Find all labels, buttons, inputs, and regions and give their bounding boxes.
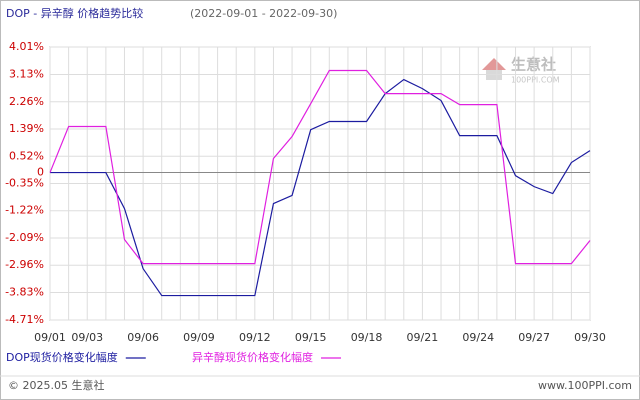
y-tick-label: 0 — [37, 166, 44, 179]
y-tick-label: 2.26% — [9, 95, 44, 108]
x-tick-label: 09/12 — [239, 331, 271, 344]
y-tick-label: -0.35% — [5, 177, 44, 190]
series-line — [50, 78, 591, 297]
x-tick-label: 09/21 — [407, 331, 439, 344]
footer-site: www.100PPI.com — [538, 379, 632, 392]
y-tick-label: -1.22% — [5, 204, 44, 217]
legend-label: 异辛醇现货价格变化幅度 — [192, 350, 313, 364]
y-tick-label: 3.13% — [9, 68, 44, 81]
legend-label: DOP现货价格变化幅度 — [6, 350, 118, 364]
x-tick-label: 09/15 — [295, 331, 327, 344]
watermark-icon — [482, 58, 506, 70]
y-tick-label: 4.01% — [9, 40, 44, 53]
x-tick-label: 09/06 — [127, 331, 159, 344]
series-line — [49, 69, 591, 265]
x-tick-label: 09/01 — [34, 331, 66, 344]
chart-title: DOP - 异辛醇 价格趋势比较 — [6, 6, 143, 20]
watermark-url: 100PPI.COM — [511, 76, 560, 85]
y-tick-label: -2.09% — [5, 231, 44, 244]
x-tick-label: 09/30 — [574, 331, 606, 344]
x-tick-label: 09/09 — [183, 331, 215, 344]
x-tick-label: 09/24 — [462, 331, 494, 344]
y-tick-label: 1.39% — [9, 122, 44, 135]
x-tick-label: 09/27 — [518, 331, 550, 344]
watermark-text: 生意社 — [511, 56, 556, 74]
y-tick-label: 0.52% — [9, 149, 44, 162]
x-tick-label: 09/18 — [351, 331, 383, 344]
chart-subtitle: (2022-09-01 - 2022-09-30) — [190, 7, 337, 20]
x-tick-label: 09/03 — [71, 331, 103, 344]
y-tick-label: -2.96% — [5, 258, 44, 271]
y-tick-label: -4.71% — [5, 313, 44, 326]
y-tick-label: -3.83% — [5, 285, 44, 298]
footer-copyright: © 2025.05 生意社 — [8, 378, 104, 392]
